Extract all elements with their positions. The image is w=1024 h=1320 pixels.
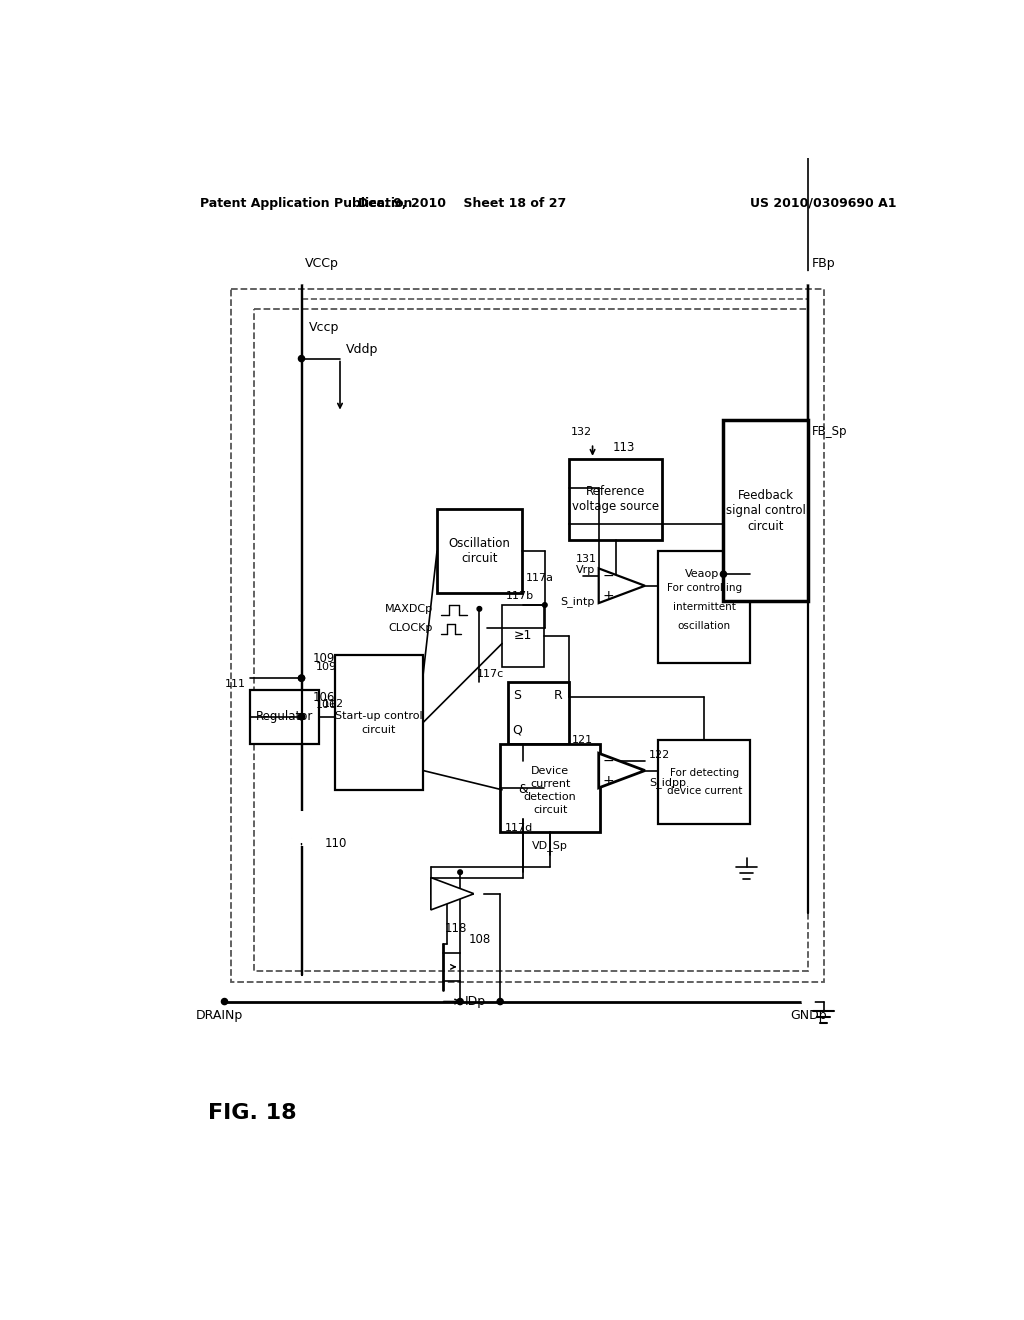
Bar	[658, 552, 751, 663]
Text: Regulator: Regulator	[256, 710, 313, 723]
Text: 117a: 117a	[525, 573, 554, 583]
Text: 117b: 117b	[506, 591, 534, 601]
Circle shape	[720, 572, 727, 577]
Circle shape	[298, 675, 304, 681]
Text: Device: Device	[531, 766, 569, 776]
Text: 109: 109	[315, 661, 337, 672]
Polygon shape	[599, 754, 645, 788]
Text: Vddp: Vddp	[346, 343, 379, 356]
Circle shape	[458, 870, 463, 875]
Text: IDp: IDp	[465, 995, 486, 1008]
Text: 121: 121	[571, 735, 593, 744]
Text: S_intp: S_intp	[560, 595, 595, 607]
Text: CLOCKp: CLOCKp	[389, 623, 433, 634]
Text: circuit: circuit	[461, 552, 498, 565]
Bar	[502, 760, 545, 818]
Text: 112: 112	[323, 698, 344, 709]
Text: circuit: circuit	[748, 520, 784, 532]
Text: MAXDCp: MAXDCp	[385, 603, 433, 614]
Text: S: S	[513, 689, 521, 702]
Text: 131: 131	[575, 554, 597, 564]
Text: 118: 118	[445, 921, 468, 935]
Text: US 2010/0309690 A1: US 2010/0309690 A1	[751, 197, 897, 210]
Text: oscillation: oscillation	[678, 622, 731, 631]
Circle shape	[475, 890, 482, 898]
Text: VD_Sp: VD_Sp	[532, 841, 568, 851]
Text: 110: 110	[325, 837, 347, 850]
Circle shape	[497, 998, 503, 1005]
Text: 109: 109	[313, 652, 336, 665]
Circle shape	[288, 814, 315, 842]
Circle shape	[221, 998, 227, 1005]
Bar	[500, 743, 600, 832]
Text: Vrp: Vrp	[575, 565, 595, 576]
Circle shape	[298, 714, 304, 719]
Text: Feedback: Feedback	[738, 488, 794, 502]
Circle shape	[457, 998, 463, 1005]
Bar	[254, 309, 808, 970]
Text: 106: 106	[313, 690, 336, 704]
Text: S_idpp: S_idpp	[649, 776, 686, 788]
Circle shape	[214, 997, 224, 1007]
Circle shape	[296, 272, 307, 284]
Bar	[724, 420, 808, 601]
Text: For controlling: For controlling	[667, 582, 741, 593]
Text: device current: device current	[667, 787, 742, 796]
Bar	[335, 655, 423, 789]
Circle shape	[803, 272, 813, 284]
Circle shape	[298, 675, 304, 681]
Text: R: R	[554, 689, 562, 702]
Text: +: +	[602, 589, 613, 603]
Text: 117c: 117c	[477, 669, 504, 680]
Text: 106: 106	[315, 700, 336, 710]
Circle shape	[298, 714, 304, 719]
Text: Start-up control: Start-up control	[335, 711, 423, 721]
Text: circuit: circuit	[361, 725, 396, 735]
Text: ≥1: ≥1	[514, 630, 532, 643]
Text: FIG. 18: FIG. 18	[208, 1104, 296, 1123]
Text: signal control: signal control	[726, 504, 806, 517]
Text: −: −	[602, 754, 613, 767]
Text: detection: detection	[524, 792, 577, 803]
Text: voltage source: voltage source	[572, 500, 659, 513]
Circle shape	[803, 997, 813, 1007]
Circle shape	[477, 607, 481, 611]
Text: +: +	[602, 774, 613, 788]
Text: Dec. 9, 2010    Sheet 18 of 27: Dec. 9, 2010 Sheet 18 of 27	[357, 197, 566, 210]
Text: 132: 132	[570, 426, 592, 437]
Text: FB_Sp: FB_Sp	[812, 425, 848, 438]
Polygon shape	[599, 569, 645, 603]
Bar	[502, 605, 545, 667]
Text: For detecting: For detecting	[670, 768, 738, 777]
Text: FBp: FBp	[812, 257, 836, 271]
Text: circuit: circuit	[534, 805, 567, 816]
Text: Q: Q	[512, 723, 522, 737]
Bar	[569, 459, 662, 540]
Text: Reference: Reference	[586, 484, 645, 498]
Text: 111: 111	[225, 678, 246, 689]
Circle shape	[543, 603, 547, 607]
Bar	[437, 508, 521, 594]
Text: 108: 108	[468, 933, 490, 946]
Text: GNDp: GNDp	[790, 1008, 826, 1022]
Bar	[658, 739, 751, 825]
Text: 122: 122	[649, 750, 670, 760]
Text: 113: 113	[612, 441, 635, 454]
Bar	[250, 689, 319, 743]
Text: Veaop: Veaop	[685, 569, 720, 579]
Circle shape	[298, 355, 304, 362]
Bar	[508, 682, 569, 743]
Text: current: current	[530, 779, 570, 789]
Text: Vccp: Vccp	[309, 321, 340, 334]
Text: 117d: 117d	[505, 822, 534, 833]
Bar	[230, 289, 823, 982]
Text: VCCp: VCCp	[305, 257, 339, 271]
Text: −: −	[602, 569, 613, 582]
Text: intermittent: intermittent	[673, 602, 735, 612]
Polygon shape	[431, 878, 474, 909]
Text: DRAINp: DRAINp	[196, 1008, 243, 1022]
Text: Oscillation: Oscillation	[449, 537, 510, 550]
Text: &: &	[518, 783, 528, 796]
Text: Patent Application Publication: Patent Application Publication	[200, 197, 413, 210]
